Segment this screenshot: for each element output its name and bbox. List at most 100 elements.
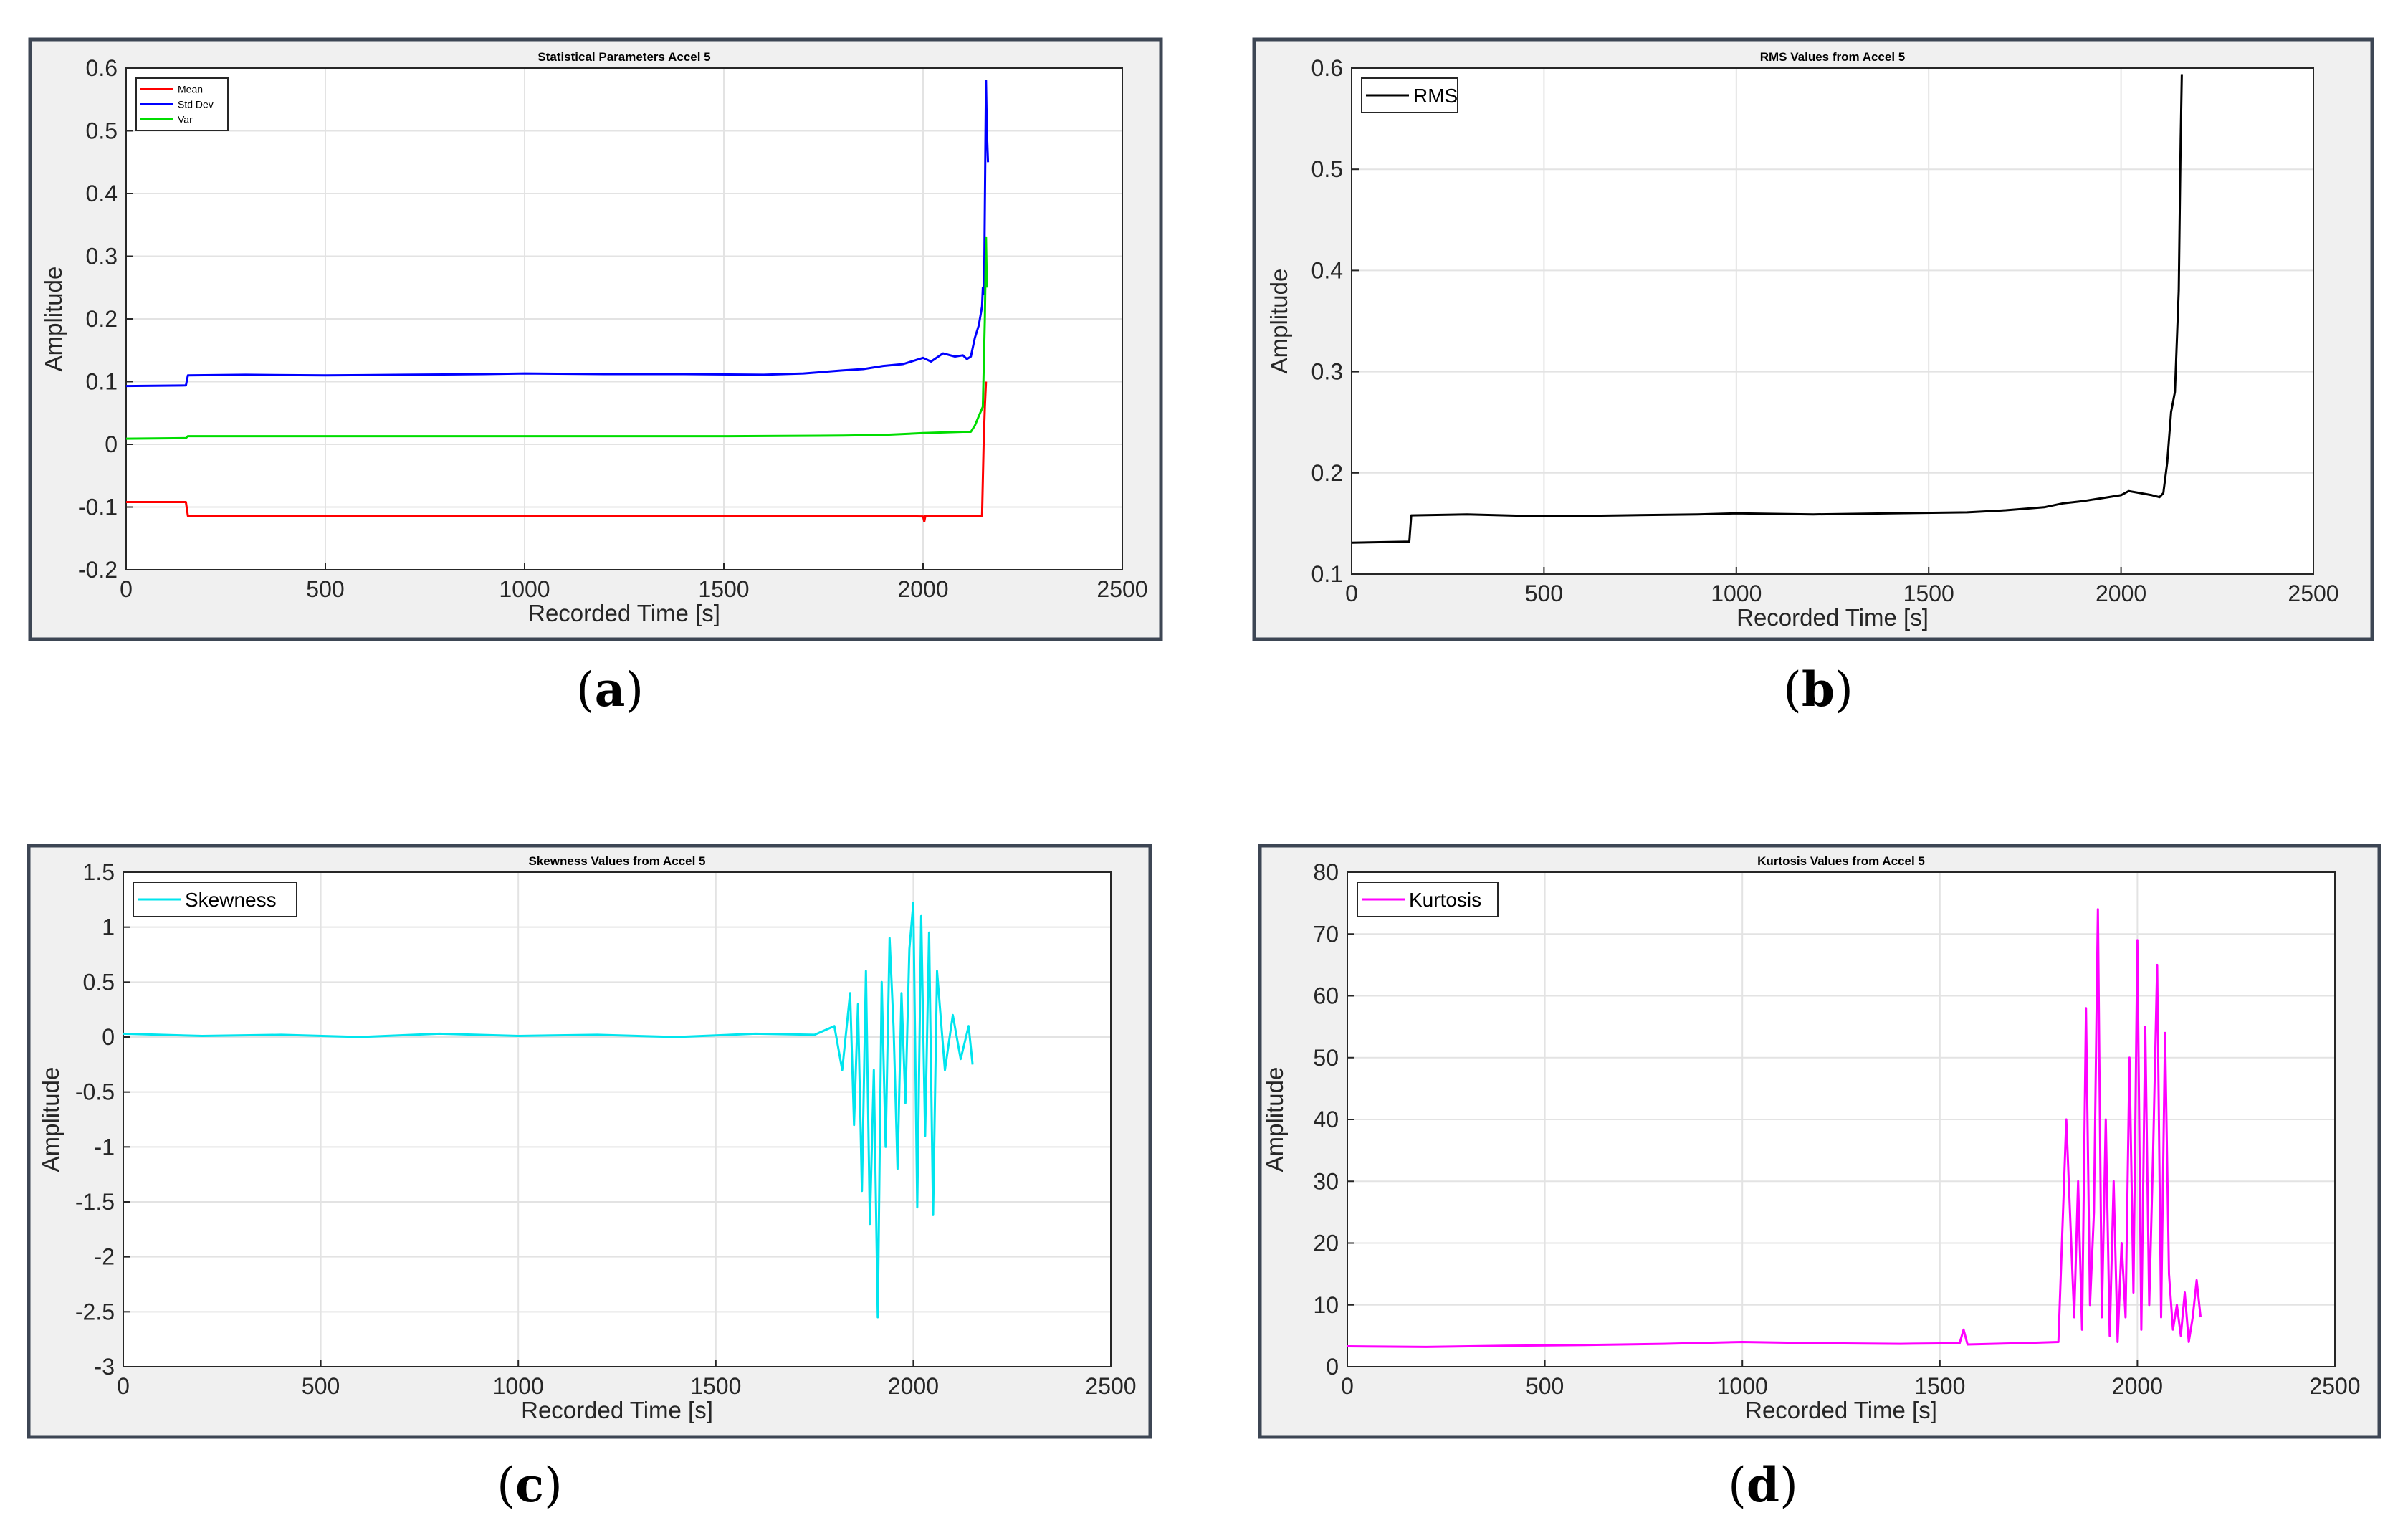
y-axis-label: Amplitude xyxy=(1261,1067,1288,1172)
y-tick-label: 0.6 xyxy=(1312,55,1343,81)
chart-panel-b: 0 500 1000 1500 2000 2500 0.1 0.2 0.3 0.4 0.5 0.6 RM… xyxy=(1252,37,2374,717)
legend-entry: Var xyxy=(178,113,193,125)
y-axis-label: Amplitude xyxy=(1266,269,1292,374)
y-tick-label: 10 xyxy=(1313,1292,1339,1318)
x-tick-label: 2500 xyxy=(2309,1373,2360,1399)
x-tick-label: 1000 xyxy=(1711,581,1762,606)
y-tick-label: -0.2 xyxy=(78,557,118,583)
y-tick-label: -2 xyxy=(95,1244,115,1270)
y-tick-label: 30 xyxy=(1313,1168,1339,1194)
plot-border xyxy=(125,67,1123,570)
x-tick-label: 2000 xyxy=(897,576,948,602)
legend: Kurtosis xyxy=(1357,882,1499,917)
y-axis-label: Amplitude xyxy=(40,267,67,372)
x-tick-label: 2500 xyxy=(1096,576,1147,602)
legend-box xyxy=(1357,882,1499,917)
y-tick-label: -1 xyxy=(95,1134,115,1160)
y-tick-label: 0.2 xyxy=(1312,460,1343,486)
series-line-mean xyxy=(126,381,988,523)
legend-entry: RMS xyxy=(1413,85,1458,107)
x-tick-label: 1500 xyxy=(698,576,749,602)
y-tick-label: -3 xyxy=(95,1354,115,1380)
y-tick-label: 0.3 xyxy=(86,244,118,269)
y-tick-label: 0.1 xyxy=(86,369,118,395)
series-line-rms xyxy=(1352,74,2183,544)
y-tick-label: 0.3 xyxy=(1312,359,1343,385)
x-tick-label: 2500 xyxy=(2288,581,2338,606)
y-tick-label: 50 xyxy=(1313,1045,1339,1071)
y-tick-label: 0.1 xyxy=(1312,561,1343,587)
y-tick-label: 0 xyxy=(105,431,118,457)
x-tick-label: 500 xyxy=(1526,1373,1564,1399)
legend-entry: Kurtosis xyxy=(1409,889,1481,911)
y-tick-label: 60 xyxy=(1313,983,1339,1009)
series-line-std-dev xyxy=(126,80,990,388)
plot-area xyxy=(1351,67,2314,575)
panel-caption: (d) xyxy=(1728,1457,1798,1513)
x-tick-label: 2000 xyxy=(2096,581,2146,606)
chart-title: RMS Values from Accel 5 xyxy=(1760,50,1906,64)
y-tick-label: 0.5 xyxy=(1312,156,1343,182)
y-tick-label: -0.5 xyxy=(75,1079,115,1105)
legend-entry: Mean xyxy=(178,83,203,95)
y-tick-label: 0.4 xyxy=(1312,257,1343,283)
chart-title: Kurtosis Values from Accel 5 xyxy=(1757,854,1925,868)
x-axis-label: Recorded Time [s] xyxy=(1736,604,1929,631)
chart-title: Statistical Parameters Accel 5 xyxy=(538,50,710,64)
y-tick-label: -0.1 xyxy=(78,495,118,520)
x-axis-label: Recorded Time [s] xyxy=(528,600,720,626)
y-tick-label: 0 xyxy=(1326,1354,1339,1380)
series-line-skewness xyxy=(123,902,974,1319)
x-tick-label: 0 xyxy=(117,1373,130,1399)
y-tick-label: -2.5 xyxy=(75,1299,115,1324)
x-tick-label: 1500 xyxy=(1903,581,1954,606)
x-tick-label: 0 xyxy=(120,576,133,602)
legend: Skewness xyxy=(133,882,297,917)
y-tick-label: 20 xyxy=(1313,1231,1339,1256)
y-tick-label: 0 xyxy=(102,1024,115,1050)
chart-panel-c: 0 500 1000 1500 2000 2500 -3 -2.5 -2 -1.5 -1 -0.5 0 0… xyxy=(27,844,1152,1513)
chart-panel-d: 0 500 1000 1500 2000 2500 0 10 20 30 40 50 60 70 80 Kur… xyxy=(1258,844,2381,1513)
series-line-var xyxy=(126,236,988,440)
y-tick-label: 0.6 xyxy=(86,55,118,81)
y-axis-label: Amplitude xyxy=(37,1067,64,1172)
x-tick-label: 0 xyxy=(1345,581,1358,606)
y-tick-label: 0.2 xyxy=(86,306,118,332)
x-tick-label: 2500 xyxy=(1085,1373,1136,1399)
x-axis-label: Recorded Time [s] xyxy=(521,1397,713,1423)
x-axis-label: Recorded Time [s] xyxy=(1745,1397,1937,1423)
x-tick-label: 1000 xyxy=(499,576,550,602)
legend-entry: Skewness xyxy=(185,889,277,911)
x-tick-label: 2000 xyxy=(2112,1373,2163,1399)
panel-caption: (b) xyxy=(1783,661,1853,717)
plot-area xyxy=(123,871,1112,1367)
x-tick-label: 1500 xyxy=(690,1373,741,1399)
y-tick-label: 1.5 xyxy=(83,859,115,885)
plot-border xyxy=(123,871,1112,1367)
x-tick-label: 500 xyxy=(1525,581,1563,606)
x-tick-label: 1000 xyxy=(493,1373,544,1399)
x-tick-label: 0 xyxy=(1341,1373,1354,1399)
panel-caption: (c) xyxy=(497,1457,563,1513)
y-tick-label: 1 xyxy=(102,914,115,940)
y-tick-label: 0.5 xyxy=(83,969,115,995)
y-tick-label: 0.5 xyxy=(86,118,118,144)
x-tick-label: 1000 xyxy=(1717,1373,1768,1399)
x-tick-label: 500 xyxy=(302,1373,340,1399)
plot-border xyxy=(1351,67,2314,575)
y-tick-label: 70 xyxy=(1313,921,1339,947)
series-line-kurtosis xyxy=(1347,908,2202,1348)
y-tick-label: 0.4 xyxy=(86,181,118,206)
x-tick-label: 2000 xyxy=(888,1373,939,1399)
panel-caption: (a) xyxy=(576,661,644,717)
y-tick-label: 40 xyxy=(1313,1107,1339,1132)
y-tick-label: 80 xyxy=(1313,859,1339,885)
legend-entry: Std Dev xyxy=(178,98,214,110)
legend: Mean Std Dev Var xyxy=(135,77,229,131)
chart-title: Skewness Values from Accel 5 xyxy=(529,854,706,868)
x-tick-label: 500 xyxy=(306,576,344,602)
y-tick-label: -1.5 xyxy=(75,1189,115,1215)
x-tick-label: 1500 xyxy=(1914,1373,1965,1399)
legend-box xyxy=(1361,77,1458,113)
